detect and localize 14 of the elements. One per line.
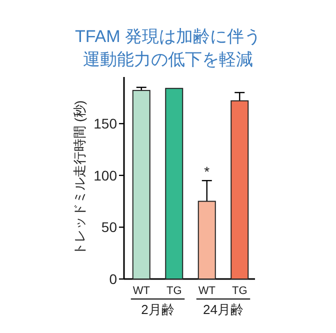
x-tick-label: TG bbox=[166, 285, 182, 297]
y-tick-label: 150 bbox=[94, 116, 118, 132]
y-tick-label: 0 bbox=[109, 271, 118, 287]
annotation: * bbox=[204, 164, 210, 180]
chart-title: TFAM 発現は加齢に伴う bbox=[74, 27, 262, 46]
x-tick-label: TG bbox=[232, 285, 248, 297]
y-tick-label: 100 bbox=[94, 167, 118, 184]
text: 24月齢 bbox=[203, 302, 244, 317]
chart-subtitle: 運動能力の低下を軽減 bbox=[83, 50, 253, 69]
text: 2月齢 bbox=[141, 302, 174, 317]
y-tick-label: 50 bbox=[101, 219, 118, 236]
y-axis-title: トレッドミル走行時間 (秒) bbox=[72, 100, 87, 256]
x-tick-label: WT bbox=[198, 285, 216, 297]
x-tick-label: WT bbox=[132, 285, 150, 297]
